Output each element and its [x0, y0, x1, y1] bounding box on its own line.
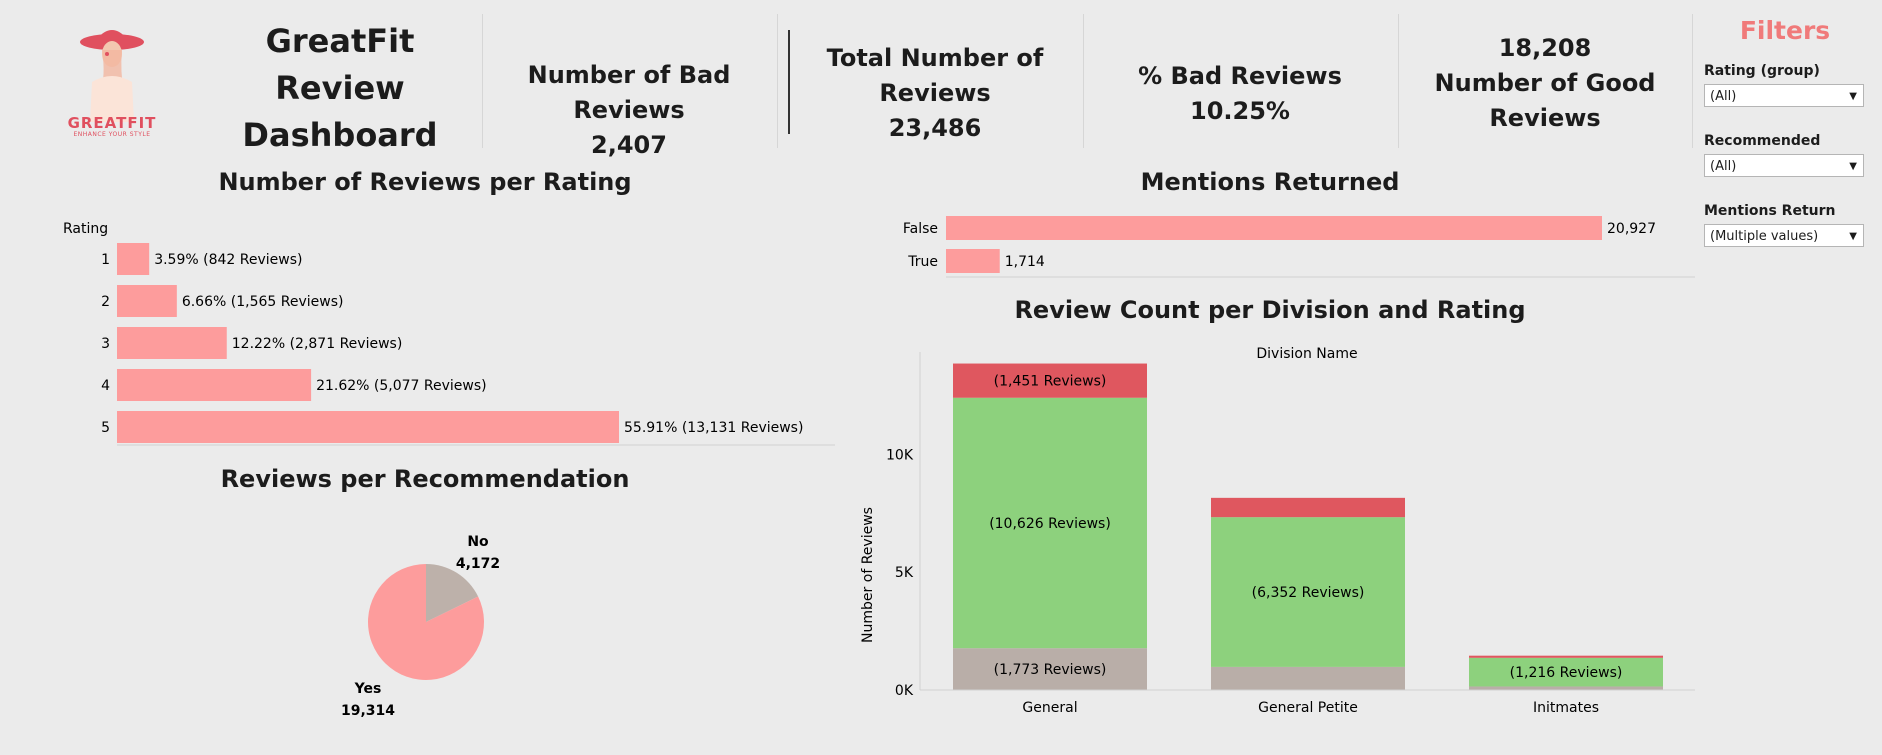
tick-label: 3: [101, 336, 110, 352]
chart-reviews-per-rating: Rating 1 3.59% (842 Reviews) 2 6.66% (1,565 …: [63, 221, 835, 446]
slice-name-label: No: [467, 534, 489, 550]
slice-value-label: 19,314: [341, 703, 395, 719]
divider: [1692, 14, 1693, 148]
data-label: 3.59% (842 Reviews): [154, 252, 302, 268]
divider: [1083, 14, 1084, 148]
tick-label: 5: [101, 420, 110, 436]
bar: [117, 243, 150, 275]
divider: [788, 30, 790, 134]
stacked-bar-segment: [953, 648, 1147, 690]
divider: [777, 14, 778, 148]
kpi-good-reviews: 18,208 Number of Good Reviews: [1434, 34, 1656, 132]
filter-recommended-dropdown[interactable]: (All) ▼: [1704, 154, 1864, 177]
tick-label: 2: [101, 294, 110, 310]
chart-title-reviews-per-recommendation: Reviews per Recommendation: [220, 465, 630, 493]
axis-label-rating: Rating: [63, 221, 108, 237]
chart-title-reviews-per-rating: Number of Reviews per Rating: [218, 168, 632, 196]
data-label: 1,714: [1005, 254, 1045, 270]
chart-review-count-division-rating: Division Name Number of Reviews 0K 5K 10K (1,…: [860, 346, 1695, 716]
stacked-bar-segment: [953, 363, 1147, 398]
segment-label: (1,773 Reviews): [994, 662, 1107, 678]
category-label: Initmates: [1533, 700, 1599, 716]
chart-title-division-rating: Review Count per Division and Rating: [1014, 296, 1526, 324]
axis-label-division-name: Division Name: [1256, 346, 1357, 362]
filter-mentions-return-dropdown[interactable]: (Multiple values) ▼: [1704, 224, 1864, 247]
chart-mentions-returned: False 20,927 True 1,714: [903, 216, 1695, 278]
category-label: General Petite: [1258, 700, 1358, 716]
data-label: 6.66% (1,565 Reviews): [182, 294, 344, 310]
data-label: 20,927: [1607, 221, 1656, 237]
filter-label-mentions-return: Mentions Return: [1704, 203, 1836, 219]
bar: [946, 216, 1602, 240]
tick-label: 1: [101, 252, 110, 268]
data-label: 55.91% (13,131 Reviews): [624, 420, 803, 436]
stacked-bar-segment: [1211, 517, 1405, 667]
pie-slice: [426, 564, 479, 622]
bar: [117, 327, 227, 359]
tick-label: 4: [101, 378, 110, 394]
chart-title-mentions-returned: Mentions Returned: [1140, 168, 1400, 196]
segment-label: (1,216 Reviews): [1510, 665, 1623, 681]
tick-label: 10K: [886, 447, 914, 463]
kpi-total-reviews: Total Number of Reviews 23,486: [826, 44, 1044, 142]
bar: [117, 369, 312, 401]
dashboard-title: GreatFit Review Dashboard: [242, 22, 438, 154]
greatfit-logo: [80, 30, 144, 122]
segment-label: (1,451 Reviews): [994, 374, 1107, 390]
dropdown-arrow-icon: ▼: [1849, 161, 1857, 172]
chart-reviews-per-recommendation: No 4,172 Yes 19,314: [341, 534, 500, 719]
stacked-bar-segment: [1469, 686, 1663, 690]
kpi-pct-bad: % Bad Reviews 10.25%: [1138, 62, 1342, 125]
logo-text: GREATFIT: [67, 114, 157, 132]
data-label: 21.62% (5,077 Reviews): [316, 378, 487, 394]
bar: [946, 249, 1000, 273]
segment-label: (10,626 Reviews): [989, 516, 1111, 532]
pie-slice: [368, 564, 484, 680]
category-label: General: [1022, 700, 1077, 716]
tick-label: 5K: [895, 565, 914, 581]
tick-label: False: [903, 221, 938, 237]
dropdown-arrow-icon: ▼: [1849, 231, 1857, 242]
stacked-bar-segment: [1469, 657, 1663, 687]
stacked-bar-segment: [1469, 655, 1663, 658]
tick-label: 0K: [895, 683, 914, 699]
filter-label-rating-group: Rating (group): [1704, 63, 1820, 79]
axis-label-number-of-reviews: Number of Reviews: [860, 507, 876, 643]
kpi-bad-reviews: Number of Bad Reviews 2,407: [527, 61, 731, 159]
data-label: 12.22% (2,871 Reviews): [232, 336, 403, 352]
stacked-bar-segment: [953, 397, 1147, 649]
segment-label: (6,352 Reviews): [1252, 585, 1365, 601]
filter-label-recommended: Recommended: [1704, 133, 1821, 149]
divider: [482, 14, 483, 148]
filter-rating-group-dropdown[interactable]: (All) ▼: [1704, 84, 1864, 107]
bar: [117, 285, 177, 317]
divider: [1398, 14, 1399, 148]
stacked-bar-segment: [1211, 497, 1405, 518]
dropdown-arrow-icon: ▼: [1849, 91, 1857, 102]
stacked-bar-segment: [1211, 666, 1405, 690]
filters-title: Filters: [1739, 16, 1831, 45]
slice-value-label: 4,172: [456, 556, 500, 572]
bar: [117, 411, 619, 443]
slice-name-label: Yes: [354, 681, 382, 697]
logo-subtext: ENHANCE YOUR STYLE: [73, 131, 151, 138]
tick-label: True: [907, 254, 938, 270]
